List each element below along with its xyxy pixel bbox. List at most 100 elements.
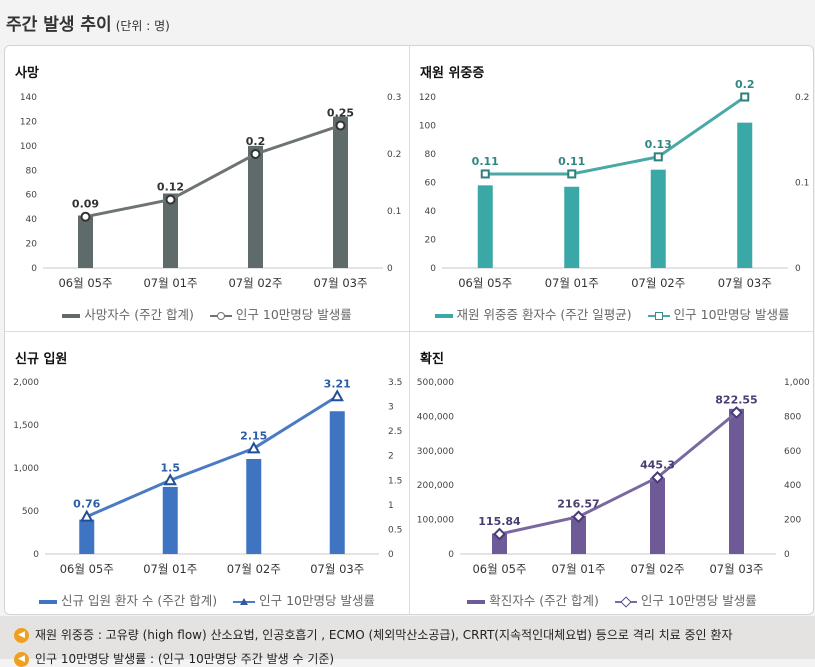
y-tick-label: 200,000 [417, 481, 454, 491]
data-label: 0.09 [72, 198, 99, 211]
x-tick-label: 07월 03주 [313, 276, 367, 290]
bar [163, 193, 178, 268]
severe-panel: 재원 위중증 0 20 40 60 80 100 120 0 0.1 0.2 06월 05주 07월 … [410, 46, 814, 331]
y2-tick-label: 0.2 [795, 93, 809, 103]
y-tick-label: 400,000 [417, 412, 454, 422]
x-tick-label: 07월 01주 [143, 276, 197, 290]
line-legend-label: 인구 10만명당 발생률 [673, 307, 790, 322]
line-marker [567, 169, 577, 179]
x-tick-label: 07월 02주 [228, 276, 282, 290]
line-marker [730, 406, 743, 419]
line-legend-swatch [647, 311, 670, 321]
x-tick-label: 06월 05주 [60, 562, 114, 576]
x-tick-label: 07월 03주 [718, 276, 772, 290]
y-tick-label: 100,000 [417, 516, 454, 526]
line-legend-swatch [209, 311, 232, 321]
bar [246, 458, 262, 554]
bar [79, 519, 95, 554]
y2-tick-label: 0.5 [388, 525, 402, 535]
bar [477, 185, 493, 268]
y2-tick-label: 0 [784, 550, 790, 560]
data-label: 445.3 [640, 458, 675, 471]
confirmed-chart: 0 100,000 200,000 300,000 400,000 500,000 0 200… [417, 378, 810, 576]
y-tick-label: 140 [20, 93, 37, 103]
line-marker [163, 473, 177, 486]
confirmed-title: 확진 [420, 352, 444, 367]
y2-tick-label: 1 [388, 501, 394, 511]
confirmed-panel: 확진 0 100,000 200,000 300,000 400,000 500,000 0… [410, 332, 814, 617]
bar-legend-swatch [467, 599, 486, 604]
bar [650, 477, 665, 554]
page-title: 주간 발생 추이 (단위 : 명) [6, 15, 170, 35]
y2-tick-label: 800 [784, 412, 801, 422]
admission-title: 신규 입원 [15, 352, 68, 367]
bar-legend-swatch [434, 313, 453, 318]
bar [564, 186, 580, 268]
admission-legend: 신규 입원 환자 수 (주간 합계) 인구 10만명당 발생률 [5, 590, 409, 609]
y-tick-label: 0 [430, 264, 436, 274]
y-tick-label: 120 [419, 93, 436, 103]
data-label: 0.11 [558, 155, 585, 168]
divider-horizontal [5, 331, 813, 332]
line-marker [653, 152, 663, 162]
line-legend-label: 인구 10만명당 발생률 [235, 307, 352, 322]
data-label: 0.2 [246, 135, 266, 148]
y-tick-label: 80 [26, 166, 38, 176]
x-tick-label: 07월 02주 [631, 276, 685, 290]
x-tick-label: 06월 05주 [58, 276, 112, 290]
x-tick-label: 06월 05주 [472, 562, 526, 576]
bar-legend-label: 사망자수 (주간 합계) [84, 307, 194, 322]
data-label: 0.13 [645, 138, 672, 151]
speaker-icon: ◀ [14, 652, 29, 667]
speaker-icon: ◀ [14, 628, 29, 643]
data-label: 2.15 [240, 429, 267, 442]
bar [650, 169, 666, 268]
line-legend-label: 인구 10만명당 발생률 [640, 593, 757, 608]
y2-tick-label: 400 [784, 481, 801, 491]
line-marker [330, 389, 344, 402]
y-tick-label: 100 [419, 122, 436, 132]
data-label: 0.2 [735, 78, 755, 91]
data-label: 0.11 [472, 155, 499, 168]
line-marker [572, 510, 585, 524]
line-marker [250, 149, 261, 159]
death-chart: 0 20 40 60 80 100 120 140 0 0.1 0.2 0.3 06월 05주 07월 0… [20, 93, 402, 290]
y-tick-label: 500,000 [417, 378, 454, 388]
data-label: 216.57 [557, 498, 599, 511]
bar [333, 116, 348, 269]
y-tick-label: 40 [26, 215, 38, 225]
y-tick-label: 0 [33, 550, 39, 560]
rate-line [499, 411, 738, 536]
x-tick-label: 06월 05주 [458, 276, 512, 290]
line-marker [740, 92, 750, 102]
line-marker [651, 470, 664, 484]
divider-vertical [409, 46, 410, 614]
rate-line [86, 394, 339, 519]
data-label: 0.12 [157, 181, 184, 194]
admission-panel: 신규 입원 0 500 1,000 1,500 2,000 0 0.5 1 1.5 2 2.5 3 3.… [5, 332, 409, 617]
severe-chart: 0 20 40 60 80 100 120 0 0.1 0.2 06월 05주 07월 01주 07월 … [419, 78, 810, 290]
line-marker [80, 509, 94, 522]
y2-tick-label: 600 [784, 447, 801, 457]
rate-line [85, 124, 341, 219]
x-tick-label: 07월 01주 [545, 276, 599, 290]
bar [737, 122, 753, 269]
footnote-severe: ◀ 재원 위중증 : 고유량 (high flow) 산소요법, 인공호흡기 , … [14, 626, 732, 643]
line-marker [335, 120, 346, 131]
y-tick-label: 0 [448, 550, 454, 560]
confirmed-legend: 확진자수 (주간 합계) 인구 10만명당 발생률 [410, 590, 814, 609]
bar [248, 145, 263, 268]
x-tick-label: 07월 02주 [227, 562, 281, 576]
y2-tick-label: 0.1 [795, 179, 809, 189]
unit-label: (단위 : 명) [115, 19, 170, 33]
bar [329, 411, 345, 554]
y-tick-label: 20 [425, 236, 437, 246]
data-label: 0.76 [73, 498, 100, 511]
y-tick-label: 0 [31, 264, 37, 274]
line-legend-label: 인구 10만명당 발생률 [259, 593, 375, 608]
line-marker [80, 211, 91, 222]
bar [78, 215, 93, 268]
line-legend-swatch [614, 595, 637, 608]
x-tick-label: 07월 03주 [310, 562, 364, 576]
line-marker [165, 194, 176, 205]
